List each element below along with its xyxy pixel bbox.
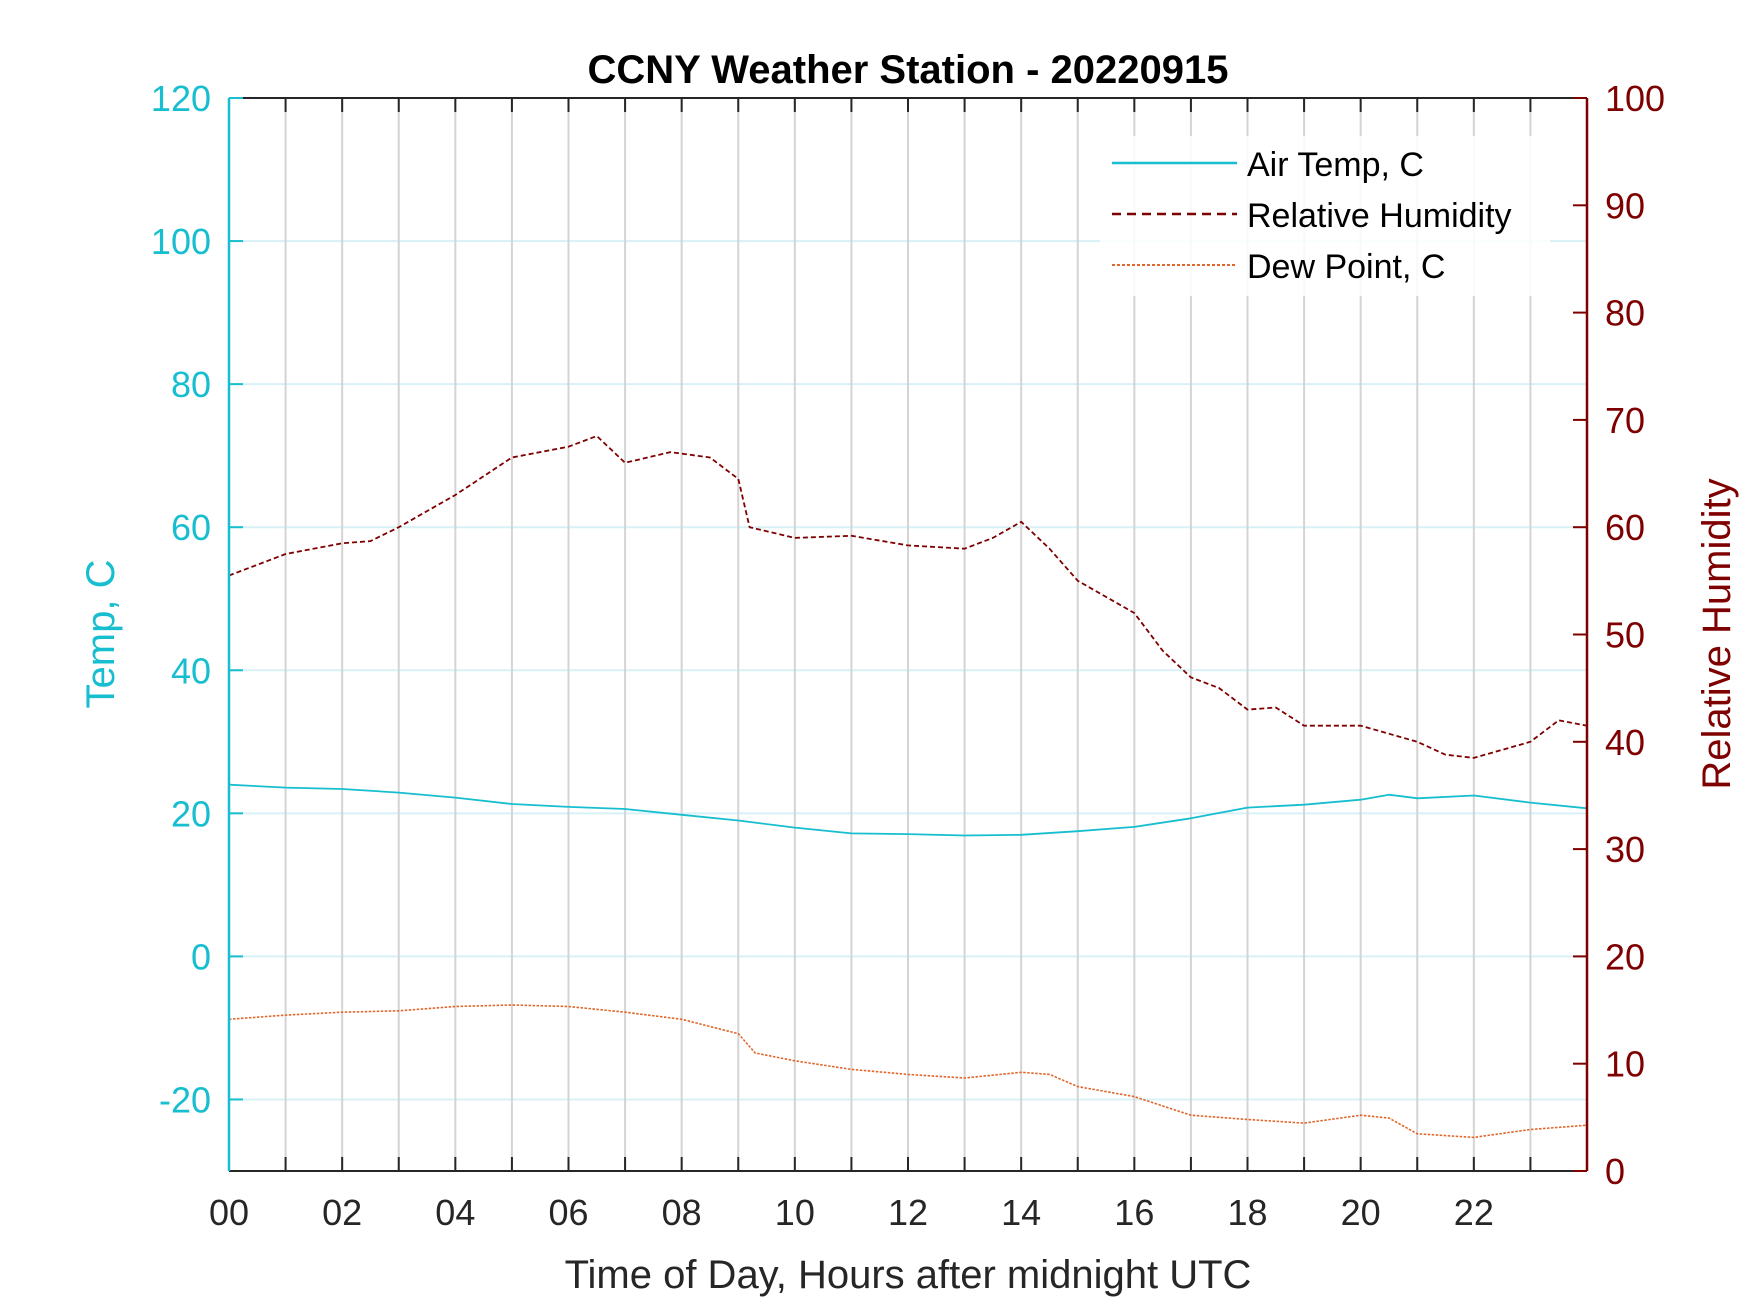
y-left-tick-label: 120	[151, 78, 211, 119]
legend-label-dew-point: Dew Point, C	[1247, 248, 1445, 286]
y-left-tick-label: 40	[171, 650, 211, 691]
y-right-tick-label: 40	[1605, 722, 1645, 763]
y-right-tick-label: 50	[1605, 615, 1645, 656]
y-left-tick-label: 60	[171, 507, 211, 548]
ticks-layer: 00 02 04 06 08 10 12 14 16 18 20 22-200204060801001…	[151, 78, 1665, 1233]
x-tick-label: 12	[888, 1192, 928, 1233]
x-tick-label: 04	[435, 1192, 475, 1233]
x-tick-label: 20	[1341, 1192, 1381, 1233]
y-right-tick-label: 60	[1605, 507, 1645, 548]
x-tick-label: 18	[1227, 1192, 1267, 1233]
y-right-tick-label: 80	[1605, 293, 1645, 334]
y-right-tick-label: 70	[1605, 400, 1645, 441]
y-left-tick-label: 0	[191, 936, 211, 977]
y-right-tick-label: 100	[1605, 78, 1665, 119]
y-right-tick-label: 90	[1605, 185, 1645, 226]
y-right-tick-label: 30	[1605, 829, 1645, 870]
x-axis-label: Time of Day, Hours after midnight UTC	[565, 1253, 1252, 1297]
y-axis-label-left: Temp, C	[79, 560, 123, 709]
y-left-tick-label: 20	[171, 793, 211, 834]
legend: Air Temp, C Relative Humidity Dew Point,…	[1100, 136, 1550, 296]
x-tick-label: 22	[1454, 1192, 1494, 1233]
y-right-tick-label: 20	[1605, 936, 1645, 977]
y-right-tick-label: 10	[1605, 1044, 1645, 1085]
x-tick-label: 16	[1114, 1192, 1154, 1233]
x-tick-label: 10	[775, 1192, 815, 1233]
x-tick-label: 08	[662, 1192, 702, 1233]
series-layer	[228, 435, 1588, 1139]
x-tick-label: 02	[322, 1192, 362, 1233]
y-left-tick-label: 80	[171, 364, 211, 405]
legend-label-air-temp: Air Temp, C	[1247, 146, 1424, 184]
x-tick-label: 14	[1001, 1192, 1041, 1233]
legend-label-relative-humidity: Relative Humidity	[1247, 197, 1512, 235]
y-left-tick-label: -20	[159, 1079, 211, 1120]
series-line-dew-point-c	[228, 1004, 1588, 1139]
x-tick-label: 00	[209, 1192, 249, 1233]
series-line-relative-humidity	[228, 435, 1588, 759]
x-tick-label: 06	[548, 1192, 588, 1233]
y-left-tick-label: 100	[151, 221, 211, 262]
chart-title: CCNY Weather Station - 20220915	[588, 48, 1229, 92]
y-axis-label-right: Relative Humidity	[1695, 478, 1739, 789]
y-right-tick-label: 0	[1605, 1151, 1625, 1192]
series-line-air-temp-c	[228, 783, 1588, 837]
